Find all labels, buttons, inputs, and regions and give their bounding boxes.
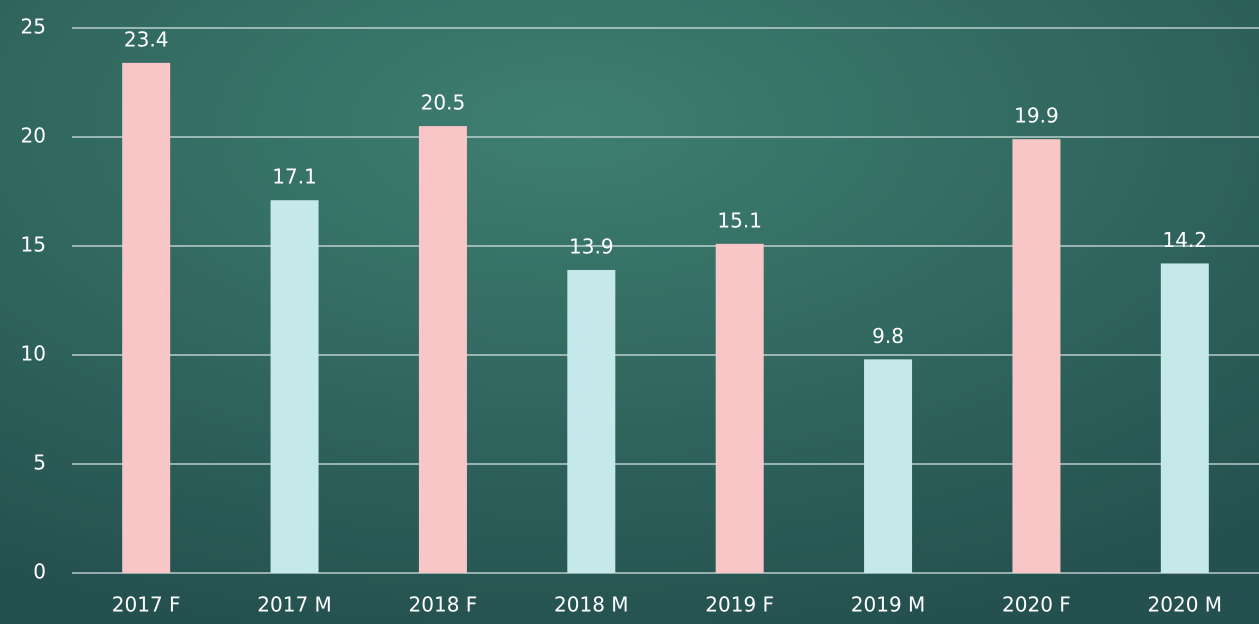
x-tick-label: 2020 F [1002, 593, 1071, 617]
y-tick-label: 15 [21, 233, 46, 257]
y-tick-label: 10 [21, 342, 46, 366]
data-label: 19.9 [1014, 104, 1059, 128]
y-tick-label: 25 [21, 15, 46, 39]
bar [567, 269, 616, 573]
y-tick-label: 5 [33, 451, 46, 475]
data-label: 14.2 [1163, 228, 1208, 252]
y-tick-label: 20 [21, 124, 46, 148]
bar [864, 359, 913, 573]
bar [270, 200, 319, 573]
bar [1160, 263, 1209, 573]
bar [418, 126, 467, 573]
y-tick-label: 0 [33, 560, 46, 584]
x-tick-label: 2020 M [1148, 593, 1223, 617]
x-tick-label: 2018 M [554, 593, 629, 617]
bar [715, 243, 764, 573]
x-tick-label: 2019 M [851, 593, 926, 617]
data-label: 15.1 [717, 208, 762, 232]
data-label: 17.1 [272, 165, 317, 189]
x-tick-label: 2019 F [705, 593, 774, 617]
data-label: 13.9 [569, 234, 614, 258]
data-label: 23.4 [124, 27, 169, 51]
data-label: 20.5 [421, 91, 466, 115]
bar [122, 62, 171, 573]
x-tick-label: 2017 M [257, 593, 332, 617]
x-tick-label: 2017 F [112, 593, 181, 617]
data-label: 9.8 [872, 324, 904, 348]
bar [1012, 139, 1061, 573]
x-tick-label: 2018 F [409, 593, 478, 617]
